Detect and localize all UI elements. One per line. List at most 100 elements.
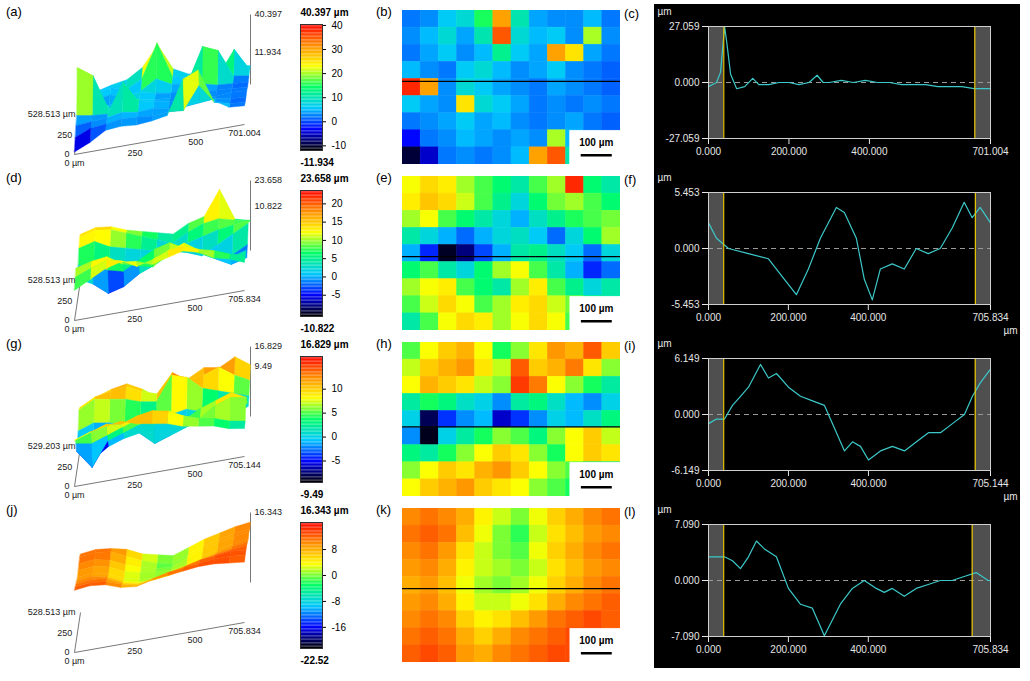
svg-text:µm: µm [1003, 491, 1017, 502]
svg-text:10: 10 [332, 383, 344, 394]
svg-text:0.000: 0.000 [696, 312, 721, 323]
svg-text:0: 0 [64, 149, 69, 159]
svg-text:-10: -10 [332, 140, 347, 151]
svg-text:705.144: 705.144 [972, 478, 1009, 489]
svg-text:0: 0 [64, 481, 69, 491]
svg-text:8: 8 [332, 544, 338, 555]
svg-text:0.000: 0.000 [674, 243, 699, 254]
svg-text:10: 10 [332, 235, 344, 246]
svg-text:-16: -16 [332, 622, 347, 633]
svg-text:16.343: 16.343 [255, 507, 283, 517]
svg-text:-5.453: -5.453 [671, 299, 700, 310]
svg-text:µm: µm [1003, 325, 1017, 336]
svg-text:-8: -8 [332, 596, 341, 607]
svg-text:20: 20 [332, 198, 344, 209]
svg-text:7.090: 7.090 [674, 519, 699, 530]
svg-text:100 µm: 100 µm [579, 137, 613, 148]
svg-text:500: 500 [187, 635, 202, 645]
svg-text:0.000: 0.000 [696, 644, 721, 655]
svg-text:5: 5 [332, 407, 338, 418]
svg-text:0: 0 [332, 431, 338, 442]
svg-text:400.000: 400.000 [850, 478, 887, 489]
svg-text:0.000: 0.000 [696, 146, 721, 157]
svg-text:250: 250 [127, 480, 142, 490]
svg-text:250: 250 [57, 296, 72, 306]
svg-text:5: 5 [332, 253, 338, 264]
svg-text:250: 250 [127, 646, 142, 656]
svg-text:-7.090: -7.090 [671, 631, 700, 642]
svg-text:16.343 µm: 16.343 µm [301, 505, 349, 516]
svg-text:-5: -5 [332, 455, 341, 466]
svg-text:100 µm: 100 µm [579, 303, 613, 314]
svg-text:0 µm: 0 µm [64, 324, 84, 334]
svg-text:0: 0 [332, 570, 338, 581]
svg-text:705.834: 705.834 [228, 626, 261, 636]
svg-text:10: 10 [332, 92, 344, 103]
svg-text:0 µm: 0 µm [64, 490, 84, 500]
svg-text:0: 0 [332, 116, 338, 127]
svg-text:0 µm: 0 µm [64, 158, 84, 168]
svg-text:705.834: 705.834 [972, 644, 1009, 655]
svg-text:200.000: 200.000 [770, 644, 807, 655]
svg-text:500: 500 [188, 137, 203, 147]
svg-text:5.453: 5.453 [674, 187, 699, 198]
svg-text:µm: µm [658, 172, 672, 183]
svg-text:0.000: 0.000 [674, 409, 699, 420]
svg-text:30: 30 [332, 44, 344, 55]
svg-text:705.144: 705.144 [228, 460, 261, 470]
svg-text:20: 20 [332, 68, 344, 79]
svg-text:µm: µm [658, 338, 672, 349]
svg-text:-5: -5 [332, 289, 341, 300]
svg-text:µm: µm [658, 504, 672, 515]
svg-text:701.004: 701.004 [228, 128, 261, 138]
svg-text:250: 250 [57, 628, 72, 638]
svg-text:705.834: 705.834 [228, 294, 261, 304]
svg-text:-11.934: -11.934 [301, 157, 335, 168]
svg-text:-9.49: -9.49 [301, 489, 324, 500]
svg-text:0 µm: 0 µm [64, 656, 84, 666]
svg-text:528.513 µm: 528.513 µm [28, 607, 76, 617]
svg-text:10.822: 10.822 [255, 201, 283, 211]
svg-text:40.397 µm: 40.397 µm [301, 7, 349, 18]
svg-text:529.203 µm: 529.203 µm [28, 441, 76, 451]
svg-text:0.000: 0.000 [674, 575, 699, 586]
svg-text:-27.059: -27.059 [666, 133, 700, 144]
svg-text:528.513 µm: 528.513 µm [28, 109, 76, 119]
svg-text:9.49: 9.49 [255, 361, 273, 371]
svg-text:500: 500 [188, 469, 203, 479]
svg-text:40.397: 40.397 [255, 9, 283, 19]
svg-text:705.834: 705.834 [972, 312, 1009, 323]
svg-text:µm: µm [658, 6, 672, 17]
svg-text:200.000: 200.000 [770, 312, 807, 323]
svg-text:100 µm: 100 µm [579, 469, 613, 480]
svg-text:200.000: 200.000 [771, 146, 808, 157]
svg-text:23.658: 23.658 [255, 175, 283, 185]
svg-text:0.000: 0.000 [696, 478, 721, 489]
svg-text:-6.149: -6.149 [671, 465, 700, 476]
svg-text:-10.822: -10.822 [301, 323, 335, 334]
svg-text:6.149: 6.149 [674, 353, 699, 364]
svg-text:-22.52: -22.52 [301, 655, 330, 666]
svg-text:400.000: 400.000 [850, 312, 887, 323]
svg-text:701.004: 701.004 [972, 146, 1009, 157]
svg-text:40: 40 [332, 20, 344, 31]
svg-text:0: 0 [64, 647, 69, 657]
svg-text:500: 500 [187, 303, 202, 313]
svg-text:27.059: 27.059 [669, 21, 700, 32]
svg-text:15: 15 [332, 216, 344, 227]
svg-text:528.513 µm: 528.513 µm [28, 275, 76, 285]
svg-text:16.829 µm: 16.829 µm [301, 339, 349, 350]
svg-text:16.829: 16.829 [255, 341, 283, 351]
svg-text:0: 0 [332, 271, 338, 282]
svg-text:0: 0 [64, 315, 69, 325]
svg-text:100 µm: 100 µm [579, 635, 613, 646]
svg-text:23.658 µm: 23.658 µm [301, 173, 349, 184]
svg-text:400.000: 400.000 [850, 644, 887, 655]
svg-text:11.934: 11.934 [255, 47, 282, 57]
svg-text:250: 250 [127, 314, 142, 324]
svg-text:250: 250 [128, 148, 143, 158]
svg-text:250: 250 [57, 462, 72, 472]
svg-text:250: 250 [57, 130, 72, 140]
svg-text:0.000: 0.000 [674, 77, 699, 88]
svg-text:400.000: 400.000 [851, 146, 888, 157]
